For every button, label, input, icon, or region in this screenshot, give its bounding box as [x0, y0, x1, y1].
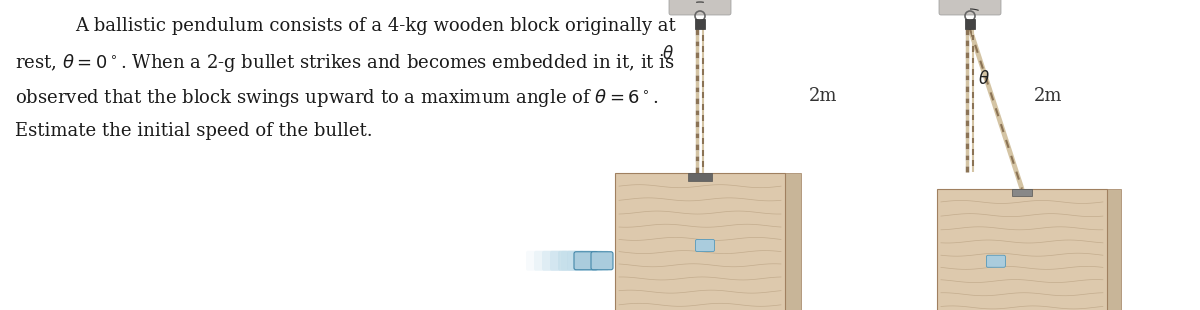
- FancyBboxPatch shape: [592, 252, 613, 270]
- Text: observed that the block swings upward to a maximum angle of $\theta = 6^\circ$.: observed that the block swings upward to…: [14, 87, 659, 109]
- Bar: [1106, 189, 1121, 310]
- FancyBboxPatch shape: [580, 251, 610, 271]
- FancyBboxPatch shape: [574, 251, 604, 271]
- FancyBboxPatch shape: [558, 251, 592, 271]
- FancyBboxPatch shape: [550, 251, 584, 271]
- Text: $\theta$: $\theta$: [662, 45, 674, 63]
- FancyBboxPatch shape: [526, 251, 560, 271]
- Text: A ballistic pendulum consists of a 4-kg wooden block originally at: A ballistic pendulum consists of a 4-kg …: [74, 17, 676, 35]
- FancyBboxPatch shape: [940, 0, 1001, 15]
- Text: Estimate the initial speed of the bullet.: Estimate the initial speed of the bullet…: [14, 122, 373, 140]
- Text: $\theta$: $\theta$: [978, 70, 989, 88]
- FancyBboxPatch shape: [986, 255, 1006, 267]
- Text: rest, $\theta = 0^\circ$. When a 2-g bullet strikes and becomes embedded in it, : rest, $\theta = 0^\circ$. When a 2-g bul…: [14, 52, 674, 74]
- FancyBboxPatch shape: [534, 251, 568, 271]
- FancyBboxPatch shape: [574, 252, 598, 270]
- Text: 2m: 2m: [809, 87, 838, 105]
- Bar: [616, 173, 785, 310]
- Bar: [1012, 189, 1032, 196]
- Text: 2m: 2m: [1034, 87, 1062, 105]
- FancyBboxPatch shape: [568, 251, 598, 271]
- FancyBboxPatch shape: [696, 240, 714, 251]
- FancyBboxPatch shape: [542, 251, 576, 271]
- Bar: [695, 19, 706, 29]
- Bar: [688, 173, 712, 181]
- FancyBboxPatch shape: [562, 251, 592, 271]
- Bar: [785, 173, 802, 310]
- Bar: [965, 19, 974, 29]
- Bar: [937, 189, 1106, 310]
- FancyBboxPatch shape: [670, 0, 731, 15]
